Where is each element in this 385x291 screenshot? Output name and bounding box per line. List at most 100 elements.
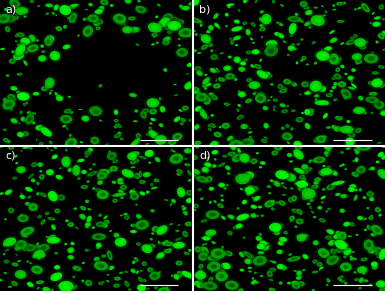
Ellipse shape — [332, 238, 350, 251]
Ellipse shape — [58, 97, 61, 100]
Ellipse shape — [313, 240, 319, 245]
Ellipse shape — [120, 196, 124, 199]
Ellipse shape — [127, 288, 132, 291]
Ellipse shape — [234, 212, 251, 222]
Ellipse shape — [42, 51, 44, 52]
Ellipse shape — [0, 279, 3, 282]
Ellipse shape — [216, 79, 217, 81]
Ellipse shape — [162, 13, 173, 22]
Ellipse shape — [369, 198, 373, 201]
Ellipse shape — [251, 213, 256, 218]
Ellipse shape — [225, 262, 230, 267]
Ellipse shape — [24, 201, 32, 207]
Ellipse shape — [377, 142, 382, 144]
Ellipse shape — [112, 167, 116, 170]
Ellipse shape — [383, 287, 385, 289]
Ellipse shape — [337, 276, 343, 280]
Ellipse shape — [318, 101, 325, 104]
Ellipse shape — [144, 173, 149, 176]
Ellipse shape — [306, 125, 310, 130]
Ellipse shape — [56, 175, 63, 180]
Ellipse shape — [310, 111, 312, 114]
Ellipse shape — [303, 108, 311, 116]
Ellipse shape — [325, 11, 326, 13]
Ellipse shape — [179, 21, 182, 23]
Ellipse shape — [223, 65, 231, 71]
Ellipse shape — [88, 3, 93, 6]
Ellipse shape — [36, 287, 40, 290]
Ellipse shape — [332, 86, 336, 89]
Ellipse shape — [135, 195, 137, 197]
Ellipse shape — [254, 281, 259, 284]
Ellipse shape — [226, 184, 229, 186]
Ellipse shape — [364, 239, 374, 251]
Ellipse shape — [216, 255, 220, 259]
Ellipse shape — [176, 26, 196, 40]
Ellipse shape — [110, 4, 113, 7]
Ellipse shape — [159, 105, 166, 114]
Ellipse shape — [131, 191, 135, 194]
Ellipse shape — [380, 171, 383, 175]
Ellipse shape — [193, 169, 200, 175]
Ellipse shape — [37, 5, 40, 7]
Ellipse shape — [84, 8, 89, 11]
Ellipse shape — [4, 25, 11, 33]
Ellipse shape — [211, 95, 218, 100]
Ellipse shape — [202, 243, 208, 246]
Ellipse shape — [342, 221, 352, 227]
Ellipse shape — [61, 285, 72, 291]
Ellipse shape — [25, 113, 34, 125]
Ellipse shape — [67, 128, 68, 129]
Ellipse shape — [296, 185, 308, 192]
Ellipse shape — [40, 176, 43, 178]
Ellipse shape — [237, 288, 244, 291]
Ellipse shape — [290, 82, 296, 85]
Ellipse shape — [126, 0, 130, 2]
Ellipse shape — [181, 205, 185, 207]
Ellipse shape — [325, 228, 336, 235]
Ellipse shape — [332, 4, 336, 7]
Ellipse shape — [254, 235, 263, 242]
Ellipse shape — [229, 140, 243, 151]
Ellipse shape — [291, 281, 300, 286]
Ellipse shape — [45, 212, 49, 215]
Ellipse shape — [137, 0, 141, 2]
Ellipse shape — [27, 282, 33, 287]
Ellipse shape — [225, 184, 230, 187]
Ellipse shape — [161, 289, 166, 291]
Ellipse shape — [112, 283, 121, 289]
Ellipse shape — [84, 279, 94, 287]
Ellipse shape — [112, 133, 122, 139]
Ellipse shape — [25, 281, 35, 288]
Ellipse shape — [67, 95, 71, 98]
Ellipse shape — [204, 74, 207, 76]
Ellipse shape — [97, 178, 100, 180]
Ellipse shape — [167, 30, 172, 34]
Ellipse shape — [198, 252, 208, 261]
Ellipse shape — [22, 146, 29, 149]
Ellipse shape — [15, 40, 18, 42]
Ellipse shape — [261, 26, 264, 29]
Ellipse shape — [5, 139, 7, 141]
Ellipse shape — [329, 36, 339, 44]
Ellipse shape — [203, 162, 213, 168]
Ellipse shape — [243, 201, 246, 203]
Ellipse shape — [270, 199, 276, 203]
Ellipse shape — [164, 36, 172, 42]
Ellipse shape — [40, 193, 47, 197]
Ellipse shape — [281, 193, 286, 196]
Ellipse shape — [380, 171, 385, 177]
Ellipse shape — [331, 77, 336, 81]
Ellipse shape — [21, 130, 30, 137]
Ellipse shape — [199, 34, 203, 36]
Ellipse shape — [42, 50, 45, 53]
Ellipse shape — [142, 109, 149, 113]
Ellipse shape — [155, 15, 159, 19]
Ellipse shape — [363, 40, 369, 44]
Ellipse shape — [355, 128, 362, 133]
Ellipse shape — [350, 255, 353, 258]
Ellipse shape — [156, 41, 159, 44]
Ellipse shape — [151, 43, 156, 46]
Ellipse shape — [237, 65, 247, 73]
Ellipse shape — [148, 107, 158, 116]
